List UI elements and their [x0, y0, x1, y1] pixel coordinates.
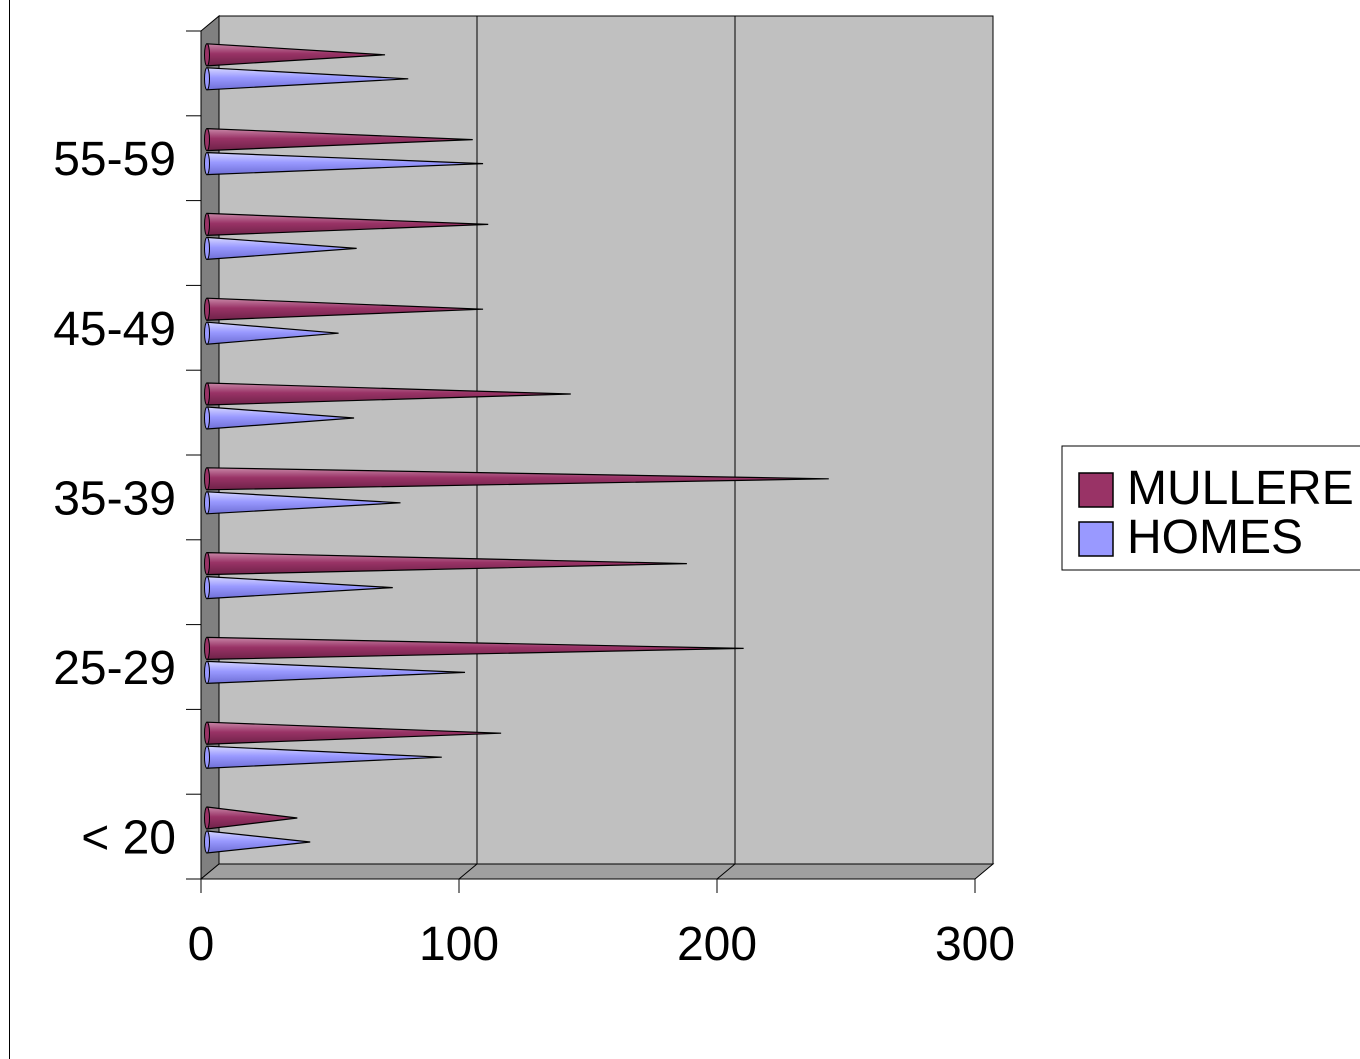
gridlines: [458, 16, 736, 880]
legend-swatch-homes: [1078, 521, 1114, 557]
category-label: 35-39: [53, 472, 176, 525]
value-label: 200: [677, 918, 757, 971]
category-axis-labels: < 20 25-29 35-39 45-49 55-59: [53, 133, 176, 864]
cone-base-mullere: [204, 43, 210, 67]
cone-base-homes: [204, 67, 210, 91]
cone-base-homes: [204, 152, 210, 176]
cone-base-mullere: [204, 806, 210, 830]
cone-base-homes: [204, 236, 210, 260]
cone-base-mullere: [204, 552, 210, 576]
cone-base-mullere: [204, 382, 210, 406]
gridline-floor: [458, 863, 478, 880]
value-label: 100: [419, 918, 499, 971]
value-label: 300: [935, 918, 1015, 971]
cone-base-homes: [204, 745, 210, 769]
cone-base-mullere: [204, 297, 210, 321]
legend-swatch-mullere: [1078, 472, 1114, 508]
cone-base-mullere: [204, 467, 210, 491]
cone-base-mullere: [204, 636, 210, 660]
legend: MULLERE HOMES: [1061, 445, 1360, 571]
cone-base-homes: [204, 576, 210, 600]
value-axis-labels: 0 100 200 300: [188, 918, 1015, 971]
legend-label-mullere: MULLERE: [1127, 462, 1354, 515]
gridline-floor: [716, 863, 736, 880]
category-label: 45-49: [53, 303, 176, 356]
cone-base-homes: [204, 660, 210, 684]
chart-floor: [199, 863, 995, 880]
axes: [186, 30, 976, 893]
cone-base-mullere: [204, 212, 210, 236]
cone-base-homes: [204, 830, 210, 854]
cone-base-mullere: [204, 721, 210, 745]
category-label: < 20: [81, 812, 176, 865]
cone-base-mullere: [204, 128, 210, 152]
cone-base-homes: [204, 491, 210, 515]
value-label: 0: [188, 918, 215, 971]
bars: [204, 43, 829, 854]
frame-left-border: [9, 0, 10, 1059]
legend-label-homes: HOMES: [1127, 511, 1303, 564]
category-label: 25-29: [53, 642, 176, 695]
cone-base-homes: [204, 406, 210, 430]
cone-base-homes: [204, 321, 210, 345]
category-label: 55-59: [53, 133, 176, 186]
